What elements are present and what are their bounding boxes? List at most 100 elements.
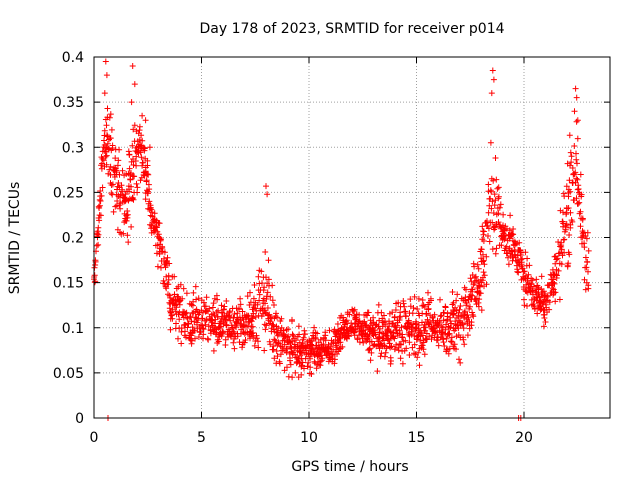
- data-point: [239, 308, 246, 315]
- data-point: [406, 352, 413, 358]
- data-point: [515, 269, 522, 276]
- data-point: [475, 303, 482, 310]
- data-point: [259, 280, 265, 287]
- data-point: [205, 323, 212, 330]
- data-point: [356, 339, 363, 346]
- data-point: [492, 250, 499, 257]
- data-point: [172, 308, 179, 315]
- data-point: [569, 218, 576, 225]
- data-point: [485, 225, 492, 232]
- data-point: [130, 196, 137, 203]
- data-point: [361, 318, 368, 325]
- data-point: [493, 176, 500, 183]
- data-point: [236, 306, 242, 313]
- data-point: [285, 326, 292, 333]
- data-point: [552, 298, 559, 305]
- data-point: [403, 313, 409, 320]
- data-point: [188, 332, 195, 339]
- data-point: [575, 200, 582, 207]
- data-point: [558, 246, 565, 253]
- data-point: [331, 326, 338, 333]
- data-point: [416, 362, 423, 369]
- data-point: [264, 289, 271, 296]
- data-point: [108, 126, 115, 133]
- data-point: [123, 217, 130, 224]
- data-point: [407, 296, 414, 303]
- data-point: [572, 169, 579, 176]
- data-point: [261, 284, 268, 291]
- data-point: [180, 285, 187, 292]
- data-point: [498, 242, 505, 249]
- tick-labels: 0 0.05 0.1 0.15 0.2 0.25 0.3 0.35 0.4 0 5 10 15 20: [53, 50, 533, 446]
- data-point: [115, 180, 122, 186]
- data-point: [485, 209, 492, 216]
- data-point: [304, 363, 311, 370]
- data-point: [234, 310, 241, 317]
- data-point: [108, 182, 115, 188]
- data-point: [215, 307, 222, 314]
- data-point: [368, 349, 375, 356]
- data-point: [194, 317, 201, 323]
- data-point: [497, 201, 504, 208]
- data-point: [298, 371, 305, 378]
- data-point: [223, 298, 230, 304]
- data-point: [568, 153, 575, 160]
- data-point: [278, 315, 285, 322]
- data-point: [213, 292, 220, 299]
- data-point: [124, 232, 131, 239]
- data-point: [199, 322, 206, 329]
- data-point: [138, 132, 145, 139]
- data-point: [92, 278, 99, 285]
- data-point: [455, 309, 462, 316]
- data-point: [274, 353, 281, 360]
- data-point: [585, 247, 592, 254]
- data-point: [251, 282, 258, 288]
- data-point: [566, 132, 573, 139]
- data-point: [307, 364, 314, 371]
- data-point: [529, 277, 536, 284]
- data-point: [573, 195, 580, 202]
- data-point: [378, 309, 385, 316]
- data-point: [114, 198, 121, 204]
- y-tick-label: 0: [75, 411, 84, 427]
- data-point: [480, 251, 486, 258]
- data-point: [189, 302, 196, 309]
- data-point: [457, 303, 464, 309]
- data-point: [311, 324, 318, 331]
- data-point: [163, 285, 170, 292]
- data-point: [131, 81, 138, 88]
- data-point: [469, 286, 476, 293]
- data-point: [284, 364, 290, 371]
- data-point: [520, 268, 527, 275]
- data-point: [142, 196, 149, 203]
- data-point: [461, 341, 468, 348]
- data-point: [400, 300, 407, 307]
- data-point: [428, 297, 434, 304]
- data-point: [93, 242, 100, 249]
- data-point: [563, 183, 570, 190]
- data-point: [281, 367, 288, 374]
- data-point: [266, 311, 273, 318]
- data-point: [550, 279, 557, 286]
- data-point: [262, 326, 269, 333]
- data-point: [414, 306, 421, 312]
- data-point: [372, 331, 379, 338]
- data-point: [573, 175, 580, 182]
- data-point: [167, 294, 174, 301]
- data-point: [448, 338, 454, 345]
- data-point: [103, 122, 110, 129]
- data-point: [110, 208, 117, 215]
- data-point: [489, 67, 496, 74]
- data-point: [514, 266, 521, 273]
- data-point: [524, 255, 531, 262]
- data-point: [205, 308, 212, 315]
- data-point: [219, 310, 226, 316]
- data-point: [469, 292, 476, 299]
- data-point: [500, 211, 507, 218]
- data-point: [409, 310, 416, 317]
- data-point: [97, 212, 104, 219]
- data-point: [397, 309, 404, 316]
- data-point: [102, 58, 109, 65]
- data-point: [98, 192, 105, 199]
